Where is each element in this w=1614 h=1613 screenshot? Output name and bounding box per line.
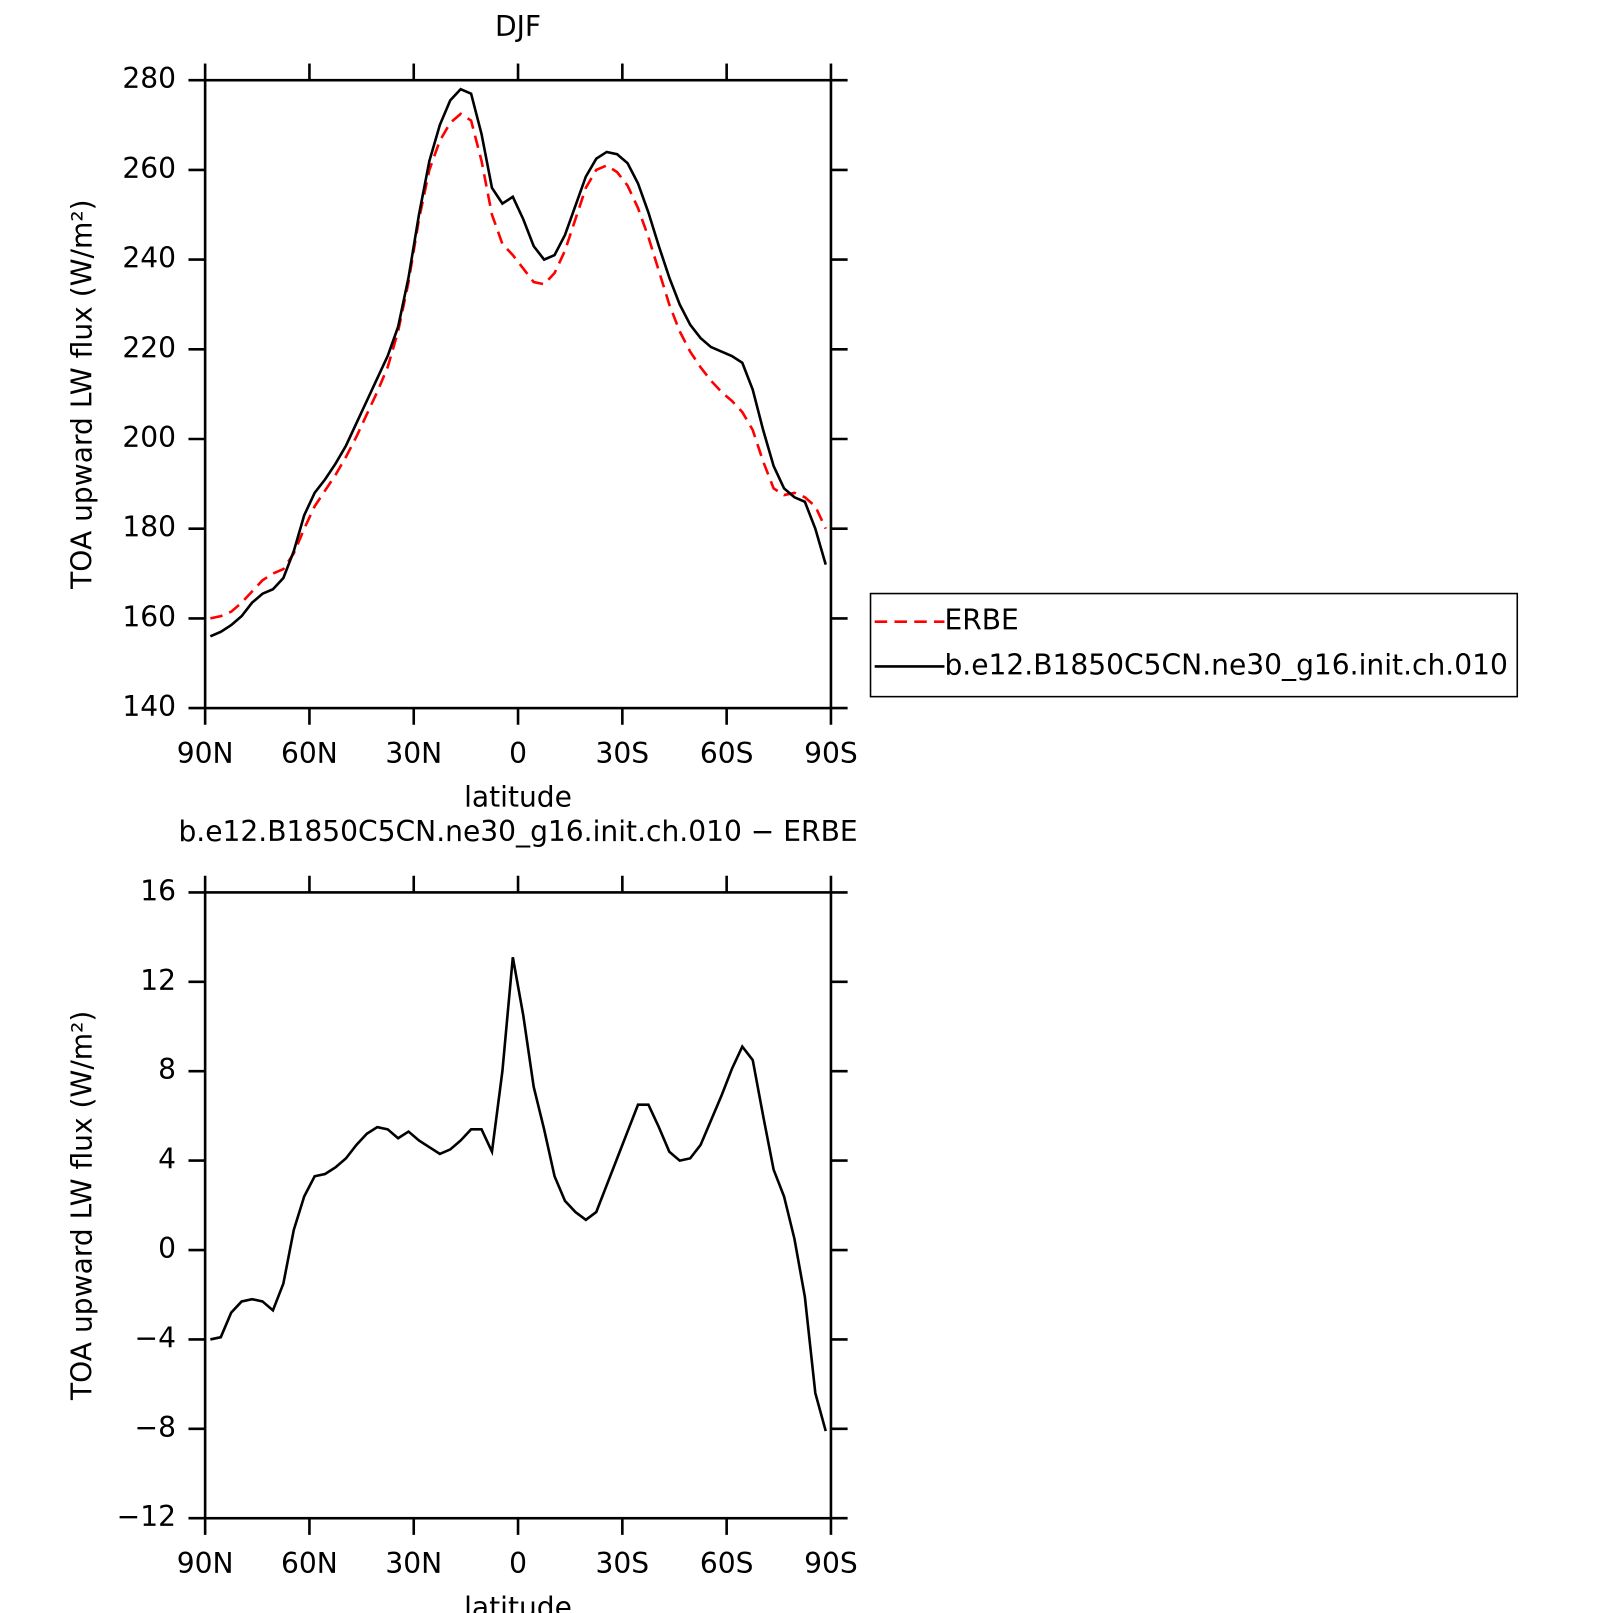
y-tick-label: 280 bbox=[122, 62, 176, 95]
x-tick-label: 30S bbox=[596, 1547, 650, 1580]
y-tick-label: 260 bbox=[122, 152, 176, 185]
y-tick-label: 240 bbox=[122, 242, 176, 275]
y-tick-label: 12 bbox=[140, 964, 176, 997]
y-tick-label: 160 bbox=[122, 600, 176, 633]
y-tick-label: −8 bbox=[135, 1411, 176, 1444]
x-tick-label: 90S bbox=[804, 737, 858, 770]
x-tick-label: 60S bbox=[700, 1547, 754, 1580]
y-tick-label: −12 bbox=[117, 1500, 176, 1533]
series-line bbox=[209, 87, 827, 638]
x-tick-label: 60N bbox=[281, 737, 338, 770]
y-tick-label: 180 bbox=[122, 511, 176, 544]
x-tick-label: 30S bbox=[596, 737, 650, 770]
x-tick-label: 90S bbox=[804, 1547, 858, 1580]
y-tick-label: 8 bbox=[158, 1053, 176, 1086]
y-tick-label: 0 bbox=[158, 1232, 176, 1265]
x-tick-label: 0 bbox=[509, 1547, 527, 1580]
legend-box bbox=[869, 592, 1519, 698]
y-tick-label: 220 bbox=[122, 331, 176, 364]
x-tick-label: 90N bbox=[177, 737, 234, 770]
x-axis-label: latitude bbox=[464, 1591, 572, 1613]
series-line bbox=[210, 112, 827, 620]
y-tick-label: −4 bbox=[135, 1321, 176, 1354]
y-tick-label: 16 bbox=[140, 874, 176, 907]
x-tick-label: 30N bbox=[385, 1547, 442, 1580]
series-line bbox=[210, 956, 827, 1432]
y-axis-label: TOA upward LW flux (W/m²) bbox=[65, 1011, 98, 1401]
x-tick-label: 0 bbox=[509, 737, 527, 770]
x-axis-label: latitude bbox=[464, 781, 572, 814]
legend-label: b.e12.B1850C5CN.ne30_g16.init.ch.010 bbox=[944, 648, 1507, 681]
y-axis-label: TOA upward LW flux (W/m²) bbox=[65, 199, 98, 589]
y-tick-label: 140 bbox=[122, 690, 176, 723]
x-tick-label: 60S bbox=[700, 737, 754, 770]
y-tick-label: 4 bbox=[158, 1143, 176, 1176]
legend-label: ERBE bbox=[944, 604, 1018, 637]
x-tick-label: 60N bbox=[281, 1547, 338, 1580]
y-tick-label: 200 bbox=[122, 421, 176, 454]
x-tick-label: 90N bbox=[177, 1547, 234, 1580]
plot-frame bbox=[203, 78, 833, 710]
chart-title: b.e12.B1850C5CN.ne30_g16.init.ch.010 − E… bbox=[178, 815, 857, 848]
x-tick-label: 30N bbox=[385, 737, 442, 770]
chart-title: DJF bbox=[495, 10, 541, 43]
